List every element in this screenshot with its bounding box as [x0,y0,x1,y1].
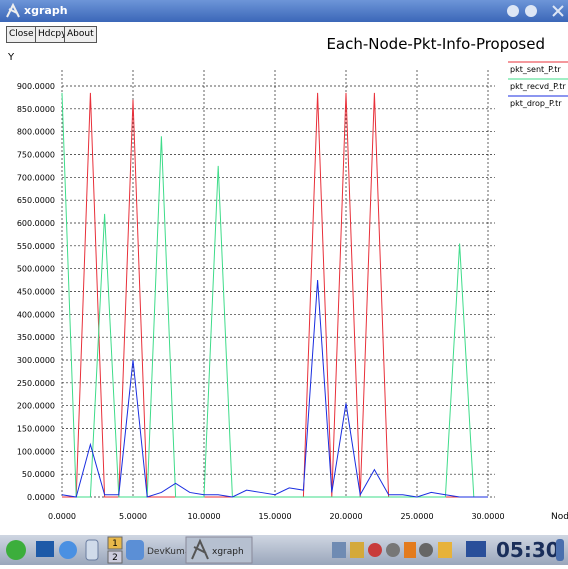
tray-toggle[interactable] [556,539,564,561]
x-tick-label: 25.0000 [400,512,433,521]
y-tick-label: 850.0000 [17,105,55,114]
y-axis-label: Y [7,52,15,63]
title-bar: xgraph [0,0,568,22]
about-button[interactable]: About [64,26,97,43]
chart: Each-Node-Pkt-Info-Proposed Y Node 0.0000 50… [7,35,568,522]
window-title: xgraph [24,4,68,17]
task-label[interactable]: xgraph [212,547,244,557]
desktop-icon[interactable] [36,541,54,557]
y-tick-label: 800.0000 [17,128,55,137]
x-axis-label: Node [551,512,568,522]
workspace-label: 1 [112,539,118,549]
y-tick-label: 700.0000 [17,173,55,182]
workspace-2[interactable] [107,550,123,564]
files-icon[interactable] [85,539,99,561]
y-tick-label: 650.0000 [17,196,55,205]
legend-label: pkt_recvd_P.tr [510,82,566,91]
y-tick-label: 750.0000 [17,151,55,160]
y-tick-label: 450.0000 [17,288,55,297]
clock: 05:30 [496,538,560,562]
y-tick-label: 400.0000 [17,310,55,319]
y-tick-label: 250.0000 [17,379,55,388]
taskbar: 1 2 DevKumar xgraph 05:30 [0,535,568,565]
y-tick-label: 50.0000 [22,470,55,479]
x-tick-label: 10.0000 [187,512,220,521]
taskbar-icons: 1 2 DevKumar xgraph 05:30 [6,536,564,564]
y-tick-label: 600.0000 [17,219,55,228]
y-tick-label: 500.0000 [17,265,55,274]
y-tick-label: 100.0000 [17,447,55,456]
legend-label: pkt_drop_P.tr [510,99,562,108]
legend-label: pkt_sent_P.tr [510,65,561,74]
y-tick-label: 350.0000 [17,333,55,342]
browser-icon[interactable] [59,541,77,559]
start-icon[interactable] [6,540,26,560]
series-line [61,280,488,498]
y-tick-label: 900.0000 [17,82,55,91]
x-tick-label: 30.0000 [471,512,504,521]
task-icon[interactable] [126,540,144,560]
chart-title: Each-Node-Pkt-Info-Proposed [326,35,545,53]
window-controls[interactable] [505,3,565,19]
x-tick-label: 20.0000 [329,512,362,521]
workspace-label: 2 [112,553,118,563]
x-tick-label: 5.0000 [119,512,147,521]
y-tick-label: 0.0000 [27,493,55,502]
y-tick-label: 200.0000 [17,402,55,411]
task-label[interactable]: DevKumar [147,547,194,557]
y-tick-label: 550.0000 [17,242,55,251]
y-tick-label: 300.0000 [17,356,55,365]
y-tick-label: 150.0000 [17,425,55,434]
x-tick-label: 0.0000 [48,512,76,521]
app-icon [6,3,20,18]
workspace-1[interactable] [107,536,123,550]
tray-icons [332,541,486,558]
x-tick-label: 15.0000 [258,512,291,521]
